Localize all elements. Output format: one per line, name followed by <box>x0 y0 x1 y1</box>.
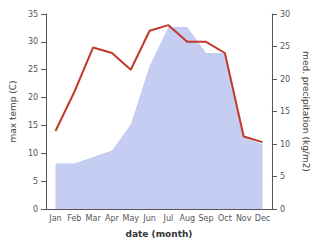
svg-text:30: 30 <box>280 10 290 19</box>
svg-text:med. precipitation (kg/m2): med. precipitation (kg/m2) <box>301 51 311 172</box>
svg-text:Jun: Jun <box>142 214 156 223</box>
svg-text:Sep: Sep <box>199 214 214 223</box>
svg-text:Oct: Oct <box>218 214 232 223</box>
svg-text:15: 15 <box>28 121 38 130</box>
svg-text:20: 20 <box>280 75 290 84</box>
svg-text:5: 5 <box>280 172 285 181</box>
svg-text:10: 10 <box>28 149 38 158</box>
svg-text:max temp (C): max temp (C) <box>8 80 18 142</box>
svg-text:15: 15 <box>280 107 290 116</box>
svg-text:25: 25 <box>28 65 38 74</box>
svg-text:0: 0 <box>33 205 38 214</box>
svg-text:date (month): date (month) <box>126 229 193 239</box>
svg-text:0: 0 <box>280 205 285 214</box>
svg-text:35: 35 <box>28 10 38 19</box>
svg-text:20: 20 <box>28 93 38 102</box>
svg-text:Jul: Jul <box>163 214 174 223</box>
svg-text:5: 5 <box>33 177 38 186</box>
svg-text:10: 10 <box>280 140 290 149</box>
svg-text:25: 25 <box>280 42 290 51</box>
svg-text:Apr: Apr <box>105 214 120 223</box>
svg-text:30: 30 <box>28 37 38 46</box>
svg-text:May: May <box>122 214 139 223</box>
svg-text:Feb: Feb <box>67 214 81 223</box>
svg-text:Nov: Nov <box>236 214 252 223</box>
svg-text:Mar: Mar <box>86 214 102 223</box>
svg-text:Dec: Dec <box>255 214 270 223</box>
svg-text:Aug: Aug <box>179 214 195 223</box>
svg-text:Jan: Jan <box>48 214 61 223</box>
